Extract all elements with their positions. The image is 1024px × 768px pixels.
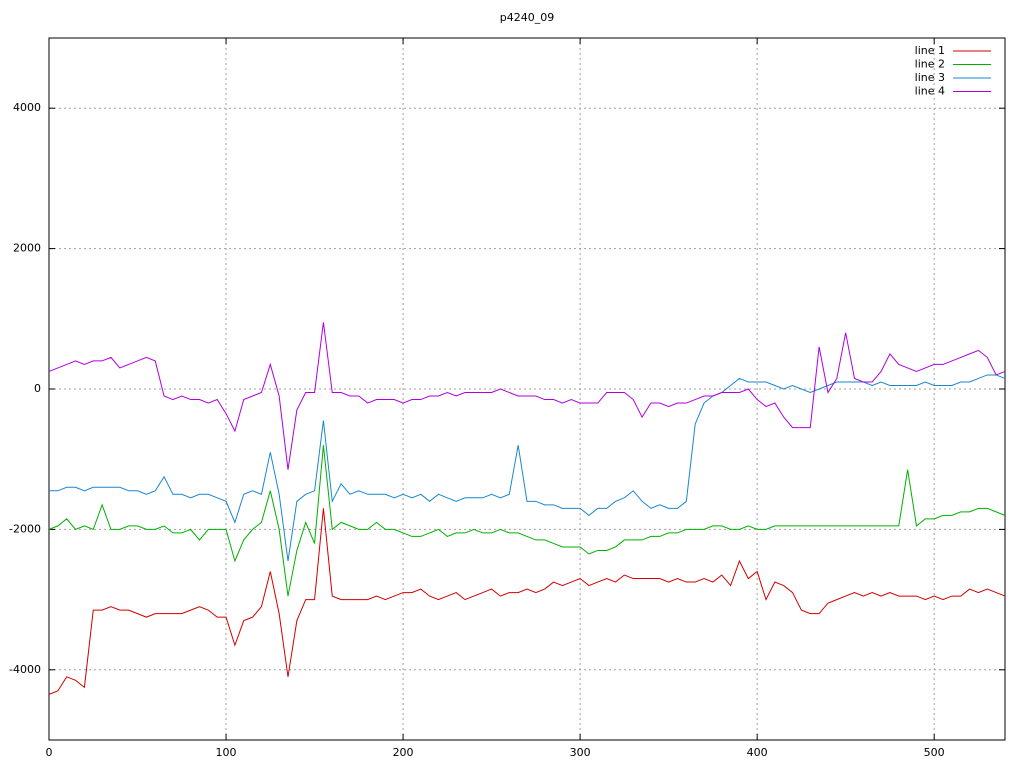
data-line — [48, 322, 1006, 470]
plot-border — [48, 37, 1006, 741]
legend-label: line 1 — [915, 44, 945, 57]
legend-label: line 4 — [915, 85, 945, 98]
data-line — [48, 508, 1006, 695]
x-tick-label: 500 — [924, 746, 945, 759]
x-tick-label: 400 — [747, 746, 768, 759]
y-tick-label: 2000 — [13, 242, 41, 255]
x-tick-label: 100 — [216, 746, 237, 759]
x-tick-label: 200 — [393, 746, 414, 759]
y-tick-label: -4000 — [9, 663, 41, 676]
x-tick-label: 0 — [46, 746, 53, 759]
y-tick-label: 0 — [34, 382, 41, 395]
data-line — [48, 445, 1006, 597]
y-tick-label: -2000 — [9, 522, 41, 535]
x-tick-label: 300 — [570, 746, 591, 759]
legend-label: line 2 — [915, 58, 945, 71]
y-tick-label: 4000 — [13, 101, 41, 114]
chart-title: p4240_09 — [500, 11, 554, 24]
data-line — [49, 374, 1006, 562]
legend-label: line 3 — [915, 71, 945, 84]
